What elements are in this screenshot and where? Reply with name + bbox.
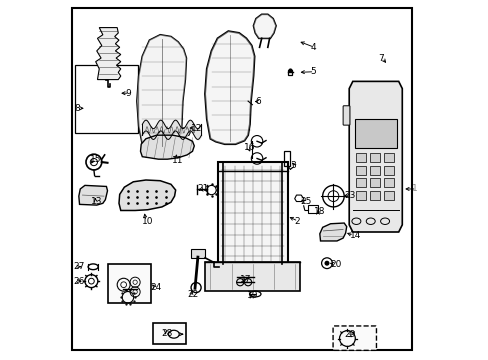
Bar — [369, 191, 379, 200]
Text: 1: 1 — [411, 184, 417, 193]
Bar — [284, 151, 290, 166]
Text: 29: 29 — [344, 330, 355, 339]
Polygon shape — [79, 185, 107, 205]
Text: 3: 3 — [290, 161, 296, 170]
Text: 26: 26 — [73, 276, 84, 285]
Bar — [356, 191, 366, 200]
Text: 28: 28 — [161, 329, 172, 338]
Text: 12: 12 — [191, 123, 203, 132]
Bar — [354, 119, 396, 148]
Bar — [308, 205, 318, 213]
Bar — [153, 323, 185, 344]
Bar — [369, 178, 379, 187]
Text: 9: 9 — [125, 89, 131, 98]
Text: 19: 19 — [247, 291, 258, 300]
Bar — [369, 166, 379, 175]
Text: 4: 4 — [309, 43, 315, 52]
Text: 11: 11 — [172, 156, 183, 165]
Text: 27: 27 — [73, 262, 84, 271]
Bar — [217, 162, 287, 264]
Polygon shape — [348, 81, 402, 232]
Text: 6: 6 — [255, 97, 261, 106]
Polygon shape — [253, 14, 276, 39]
Text: 2: 2 — [293, 217, 299, 226]
Bar — [75, 65, 138, 134]
Text: 13: 13 — [91, 197, 102, 206]
Bar — [287, 70, 291, 75]
Text: 22: 22 — [187, 289, 198, 298]
Bar — [383, 191, 393, 200]
Bar — [204, 262, 300, 291]
Text: 15: 15 — [89, 155, 101, 164]
Circle shape — [324, 261, 329, 266]
Bar — [356, 178, 366, 187]
Polygon shape — [96, 28, 121, 80]
Text: 20: 20 — [330, 260, 341, 269]
Text: 25: 25 — [300, 197, 311, 206]
Text: 18: 18 — [313, 207, 325, 216]
FancyBboxPatch shape — [332, 326, 376, 350]
Text: 5: 5 — [309, 67, 315, 76]
Polygon shape — [319, 223, 346, 241]
Text: 7: 7 — [377, 54, 383, 63]
FancyBboxPatch shape — [343, 106, 349, 125]
Text: 16: 16 — [244, 143, 255, 152]
Text: 14: 14 — [349, 231, 360, 240]
Bar — [383, 153, 393, 162]
Text: 21: 21 — [197, 184, 208, 193]
Polygon shape — [119, 180, 175, 211]
Bar — [191, 249, 204, 258]
Bar — [356, 153, 366, 162]
Bar — [356, 166, 366, 175]
Text: 17: 17 — [240, 275, 251, 284]
Text: 24: 24 — [150, 283, 162, 292]
Polygon shape — [137, 35, 186, 150]
Polygon shape — [204, 31, 254, 144]
Bar — [383, 178, 393, 187]
Text: 10: 10 — [142, 217, 153, 226]
Text: 8: 8 — [74, 104, 80, 113]
Bar — [369, 153, 379, 162]
Polygon shape — [140, 135, 194, 159]
Bar — [108, 264, 151, 303]
Bar — [383, 166, 393, 175]
Text: 23: 23 — [344, 190, 355, 199]
